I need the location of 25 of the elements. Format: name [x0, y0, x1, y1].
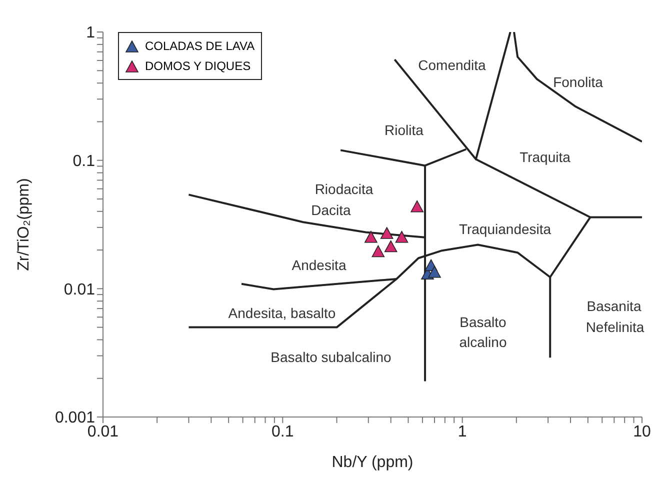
legend-label: DOMOS Y DIQUES: [145, 58, 251, 75]
annotation: Basalto subalcalino: [270, 349, 392, 365]
annotation: Comendita: [418, 57, 486, 73]
legend-label: COLADAS DE LAVA: [145, 38, 255, 55]
y-axis-title: Zr/TiO₂(ppm): [16, 178, 33, 271]
annotation: Riodacita: [314, 181, 374, 197]
x-tick-label: 0.1: [272, 423, 294, 440]
y-tick-label: 0.1: [72, 153, 96, 170]
annotation: Dacita: [311, 202, 352, 218]
annotation: Nefelinita: [586, 319, 644, 335]
annotation: Riolita: [384, 122, 424, 138]
y-tick-label: 1: [86, 24, 96, 42]
annotation: Basanita: [586, 298, 642, 314]
annotation: Basalto: [460, 314, 507, 330]
annotation: Traquiandesita: [458, 221, 552, 237]
annotation: Fonolita: [553, 74, 604, 90]
x-tick-label: 10: [633, 423, 651, 440]
annotation: Andesita, basalto: [228, 305, 336, 321]
annotation: Traquita: [520, 149, 571, 165]
annotation: Andesita: [292, 257, 346, 273]
x-tick-label: 0.01: [87, 423, 119, 440]
x-tick-label: 1: [458, 423, 467, 440]
x-axis-title: Nb/Y (ppm): [332, 454, 414, 471]
annotation: alcalino: [459, 334, 507, 350]
y-tick-label: 0.01: [64, 281, 96, 298]
